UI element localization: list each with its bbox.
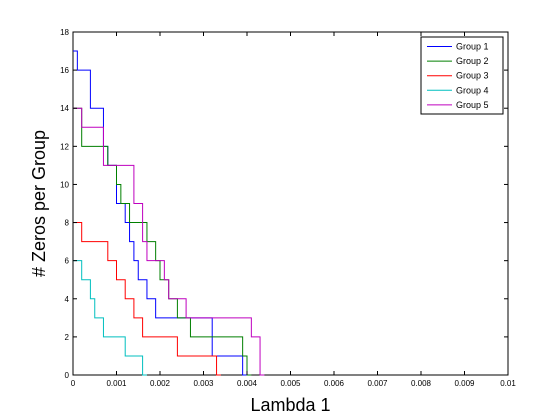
legend-label-group-2: Group 2 xyxy=(456,56,489,66)
y-tick-label: 4 xyxy=(65,295,70,304)
y-tick-label: 12 xyxy=(60,142,69,151)
x-tick-label: 0.009 xyxy=(454,379,475,388)
tick-layer: 0 0.001 0.002 0.003 0.004 0.005 0.006 0.007 0.00… xyxy=(60,28,516,388)
y-tick-label: 16 xyxy=(60,66,69,75)
legend-label-group-3: Group 3 xyxy=(456,71,489,81)
y-axis-label: # Zeros per Group xyxy=(29,130,49,277)
y-tick-label: 2 xyxy=(65,333,70,342)
x-tick-label: 0.006 xyxy=(324,379,345,388)
series-layer xyxy=(73,50,265,376)
y-tick-label: 6 xyxy=(65,257,70,266)
y-tick-label: 18 xyxy=(60,28,69,37)
legend-label-group-4: Group 4 xyxy=(456,85,489,95)
x-tick-label: 0.008 xyxy=(411,379,432,388)
legend-label-group-1: Group 1 xyxy=(456,42,489,52)
series-line-group-3 xyxy=(73,222,221,376)
x-axis-label: Lambda 1 xyxy=(250,395,330,415)
y-tick-label: 14 xyxy=(60,104,69,113)
y-tick-label: 0 xyxy=(65,371,70,380)
y-tick-label: 10 xyxy=(60,180,69,189)
x-tick-label: 0 xyxy=(71,379,76,388)
legend-label-group-5: Group 5 xyxy=(456,100,489,110)
x-tick-label: 0.005 xyxy=(280,379,301,388)
x-tick-label: 0.001 xyxy=(106,379,127,388)
series-line-group-5 xyxy=(73,107,265,376)
series-line-group-4 xyxy=(73,260,147,376)
x-tick-label: 0.007 xyxy=(367,379,388,388)
x-tick-label: 0.004 xyxy=(237,379,258,388)
x-tick-label: 0.003 xyxy=(193,379,214,388)
x-tick-label: 0.01 xyxy=(500,379,516,388)
x-tick-label: 0.002 xyxy=(150,379,171,388)
legend: Group 1 Group 2 Group 3 Group 4 Group 5 xyxy=(420,36,504,115)
y-tick-label: 8 xyxy=(65,219,70,228)
